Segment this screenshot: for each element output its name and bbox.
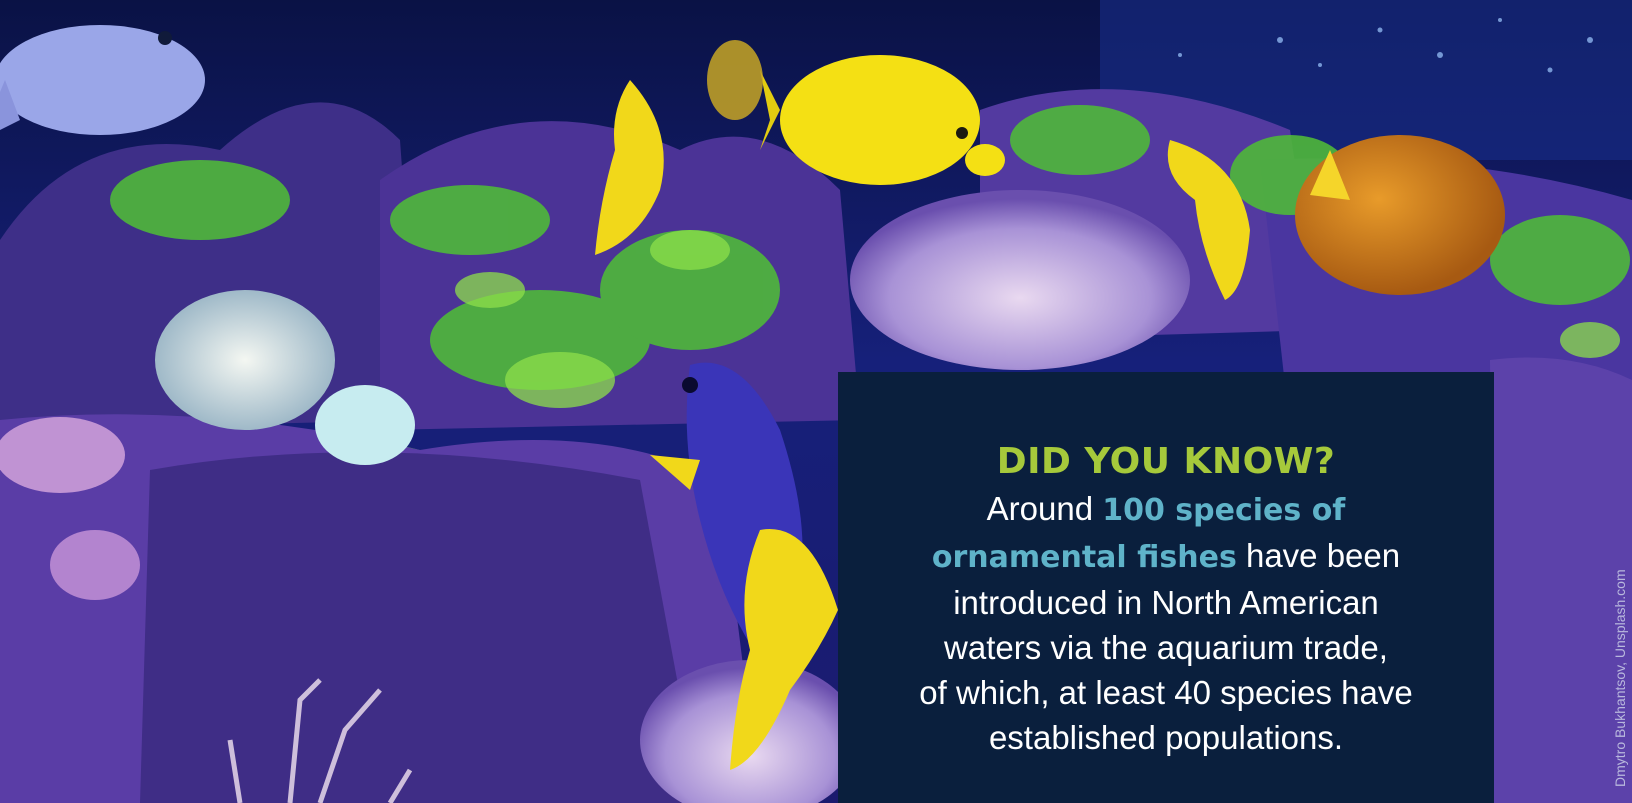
body-text: of which, at least 40 species have <box>919 674 1413 711</box>
body-text: waters via the aquarium trade, <box>944 629 1388 666</box>
body-line: of which, at least 40 species have <box>878 670 1454 715</box>
body-line: waters via the aquarium trade, <box>878 625 1454 670</box>
body-line: Around 100 species of <box>878 486 1454 533</box>
body-text: have been <box>1236 537 1401 574</box>
body-line: established populations. <box>878 715 1454 760</box>
body-line: introduced in North American <box>878 580 1454 625</box>
body-highlight: ornamental fishes <box>931 540 1237 575</box>
body-text: Around <box>986 490 1103 527</box>
body-line: ornamental fishes have been <box>878 533 1454 580</box>
body-text: introduced in North American <box>953 584 1379 621</box>
panel-heading: DID YOU KNOW? <box>996 441 1336 482</box>
info-panel: DID YOU KNOW? Around 100 species of orna… <box>838 372 1494 803</box>
panel-body: Around 100 species of ornamental fishes … <box>878 486 1454 760</box>
body-highlight: 100 species of <box>1102 493 1346 528</box>
body-text: established populations. <box>988 719 1344 756</box>
photo-credit: Dmytro Bukhantsov, Unsplash.com <box>1612 569 1628 787</box>
